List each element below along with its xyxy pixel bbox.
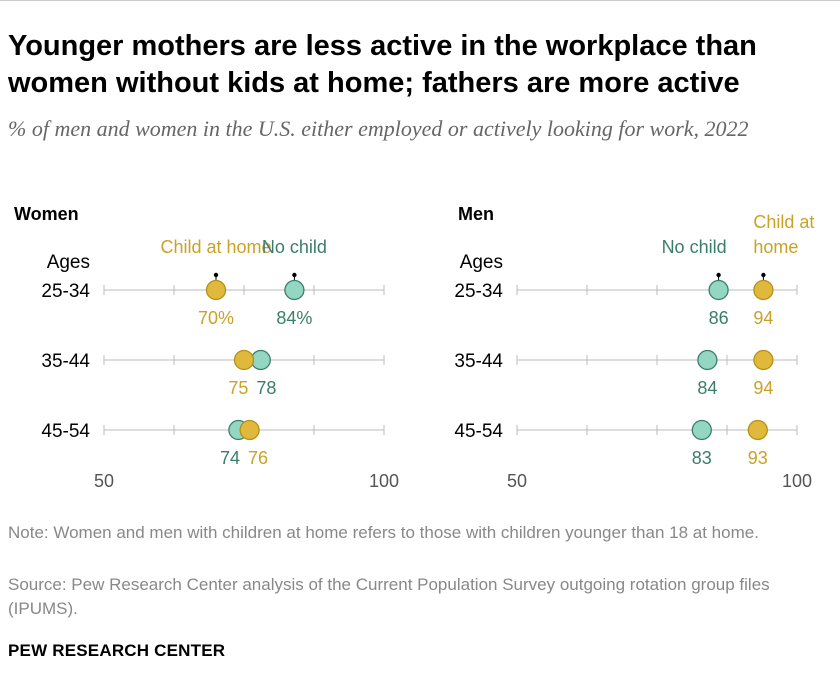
no-child-value: 78 [256,378,276,398]
chart-source: Source: Pew Research Center analysis of … [8,575,770,618]
panel-title: Men [458,204,494,224]
legend-label-no-child: No child [262,237,327,257]
row-header-label: Ages [47,252,90,273]
age-group-label: 25-34 [41,281,90,302]
no-child-value: 74 [220,448,240,468]
age-group-label: 35-44 [454,351,503,372]
top-rule [0,0,840,1]
age-group-label: 35-44 [41,351,90,372]
chart-subtitle: % of men and women in the U.S. either em… [8,116,749,141]
panel-title: Women [14,204,79,224]
no-child-dot [284,279,305,301]
no-child-value: 83 [692,448,712,468]
child-at-home-dot [239,419,260,441]
row-header-label: Ages [460,252,503,273]
chart-note: Note: Women and men with children at hom… [8,523,759,542]
child-at-home-value: 70% [198,308,234,328]
legend-leader-dot [292,272,297,278]
x-tick-label: 50 [94,471,114,491]
no-child-value: 86 [709,308,729,328]
no-child-value: 84 [697,378,717,398]
child-at-home-dot [205,279,227,301]
legend-leader-dot [761,272,766,278]
no-child-dot [708,279,729,301]
child-at-home-value: 94 [753,378,773,398]
age-group-label: 45-54 [454,421,503,442]
x-tick-label: 50 [507,471,527,491]
no-child-dot [697,349,718,371]
legend-label-child-at-home: Child at home [753,212,814,257]
x-tick-label: 100 [782,471,812,491]
legend-leader-dot [716,272,721,278]
age-group-label: 45-54 [41,421,90,442]
child-at-home-value: 76 [248,448,268,468]
child-at-home-value: 94 [753,308,773,328]
brand-logo-text: PEW RESEARCH CENTER [8,641,226,660]
legend-leader-dot [213,272,219,278]
child-at-home-value: 93 [748,448,768,468]
age-group-label: 25-34 [454,281,503,302]
legend-label-no-child: No child [662,237,727,257]
legend-label-child-at-home: Child at home [160,237,271,257]
child-at-home-dot [753,349,774,371]
no-child-value: 84% [276,308,312,328]
chart-title: Younger mothers are less active in the w… [8,30,757,99]
x-tick-label: 100 [369,471,399,491]
child-at-home-dot [747,419,768,441]
no-child-dot [691,419,712,441]
child-at-home-dot [753,279,774,301]
child-at-home-value: 75 [228,378,248,398]
child-at-home-dot [233,349,255,371]
